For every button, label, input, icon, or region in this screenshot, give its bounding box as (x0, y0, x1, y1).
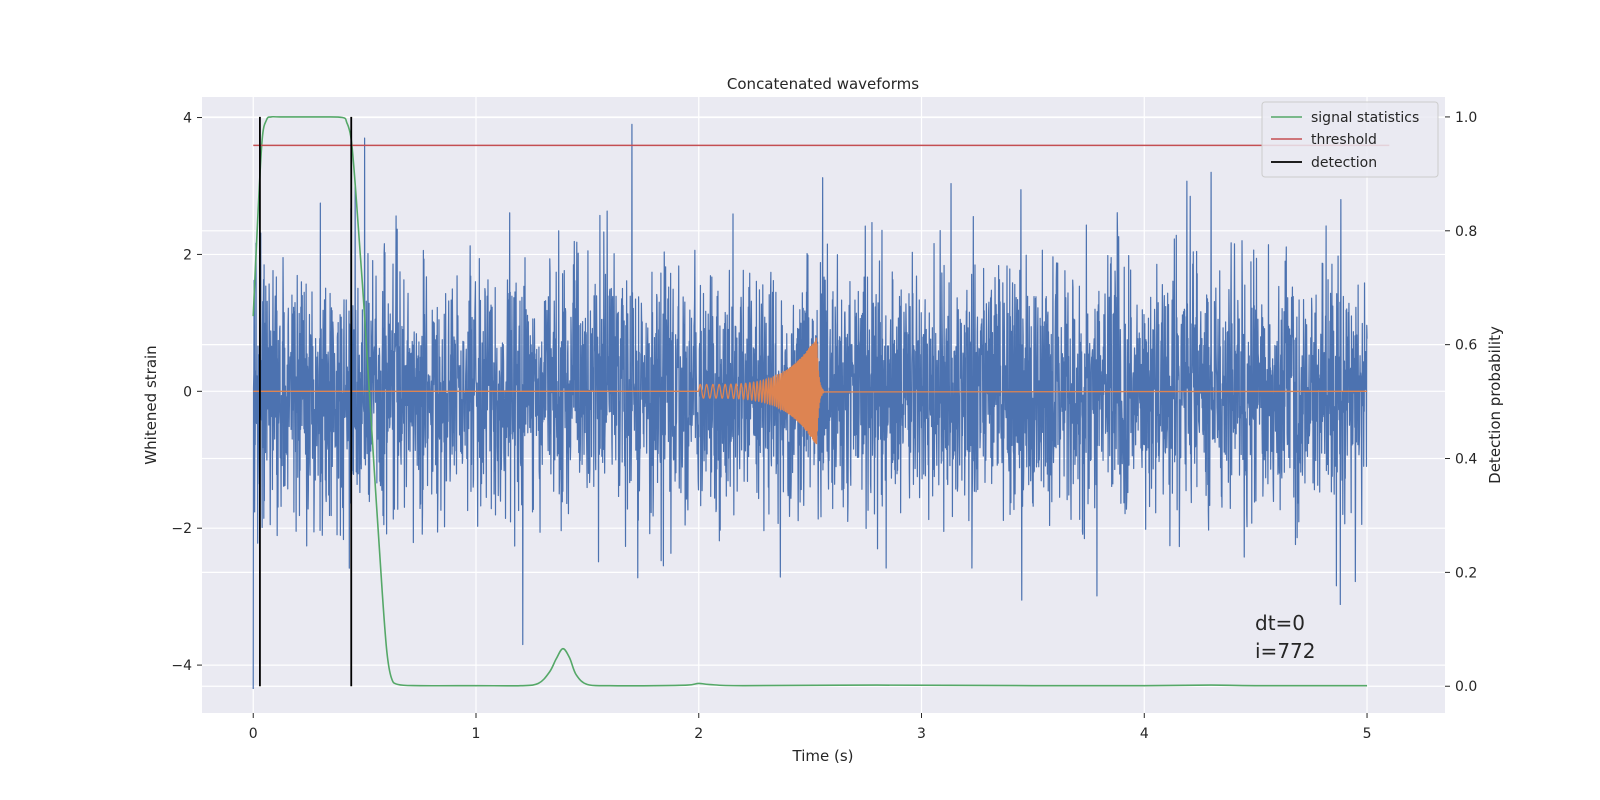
legend-label-threshold: threshold (1311, 132, 1377, 148)
legend: signal statistics threshold detection (1261, 101, 1439, 178)
legend-label-signal-statistics: signal statistics (1311, 110, 1419, 126)
series-signal-statistics-line (252, 115, 1368, 687)
chart-title: Concatenated waveforms (727, 75, 919, 93)
series-template-line (253, 337, 1368, 445)
y2-tick-label: 0.2 (1455, 565, 1477, 581)
x-tick-label: 1 (472, 726, 481, 742)
y-tick-label: −2 (171, 521, 192, 537)
series-strain-line (252, 123, 1368, 690)
annotation-index: i=772 (1255, 639, 1316, 663)
x-tick-label: 2 (694, 726, 703, 742)
y2-axis-label: Detection probability (1486, 326, 1504, 484)
series-layer (252, 115, 1390, 690)
y2-tick-label: 0.4 (1455, 452, 1477, 468)
y2-tick-label: 0.6 (1455, 338, 1477, 354)
y2-tick-label: 1.0 (1455, 110, 1477, 126)
x-tick-label: 4 (1140, 726, 1149, 742)
y2-tick-label: 0.8 (1455, 224, 1477, 240)
y-tick-label: 2 (183, 247, 192, 263)
x-axis-label: Time (s) (792, 747, 854, 765)
y-axis-label: Whitened strain (142, 345, 160, 464)
annotation-dt: dt=0 (1255, 611, 1305, 635)
x-tick-label: 5 (1363, 726, 1372, 742)
x-tick-label: 0 (249, 726, 258, 742)
y2-tick-label: 0.0 (1455, 679, 1477, 695)
legend-label-detection: detection (1311, 155, 1377, 171)
detection-layer (259, 116, 353, 687)
legend-box (1261, 101, 1439, 178)
ticks: 0 1 2 3 4 5 −4 −2 0 2 4 0.0 0.2 0.4 0.6 0.8 1.0 (171, 110, 1477, 742)
y-tick-label: −4 (171, 658, 192, 674)
x-tick-label: 3 (917, 726, 926, 742)
y-tick-label: 4 (183, 111, 192, 127)
y-tick-label: 0 (183, 384, 192, 400)
